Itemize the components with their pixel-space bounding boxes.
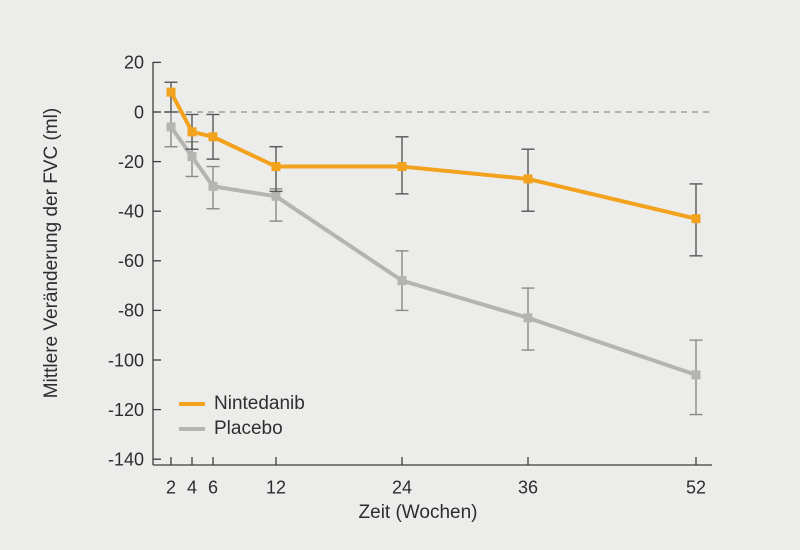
x-axis-title: Zeit (Wochen) <box>358 502 478 523</box>
legend-label-placebo: Placebo <box>214 418 283 439</box>
nintedanib-marker <box>166 87 176 97</box>
y-axis-title: Mittlere Veränderung der FVC (ml) <box>41 107 62 399</box>
placebo-marker <box>397 276 407 286</box>
y-tick-label: -140 <box>108 450 144 470</box>
nintedanib-line-swatch <box>179 401 205 406</box>
nintedanib-marker <box>271 162 281 172</box>
nintedanib-marker <box>691 214 701 224</box>
legend: Nintedanib Placebo <box>179 391 305 441</box>
x-tick-label: 52 <box>686 478 706 498</box>
placebo-marker <box>523 313 533 323</box>
placebo-line-swatch <box>179 426 205 431</box>
x-tick-label: 36 <box>518 478 538 498</box>
y-tick-label: -80 <box>118 301 144 321</box>
placebo-marker <box>187 152 197 162</box>
nintedanib-marker <box>187 127 197 137</box>
y-tick-label: -60 <box>118 251 144 271</box>
placebo-marker <box>691 370 701 380</box>
placebo-marker <box>271 191 281 201</box>
y-tick-label: -40 <box>118 202 144 222</box>
nintedanib-marker <box>523 174 533 184</box>
legend-item-placebo: Placebo <box>179 416 305 441</box>
nintedanib-marker <box>397 162 407 172</box>
x-tick-label: 24 <box>392 478 412 498</box>
nintedanib-line <box>169 90 698 221</box>
y-tick-label: 0 <box>134 102 144 122</box>
placebo-line <box>169 124 698 377</box>
x-tick-label: 12 <box>266 478 286 498</box>
legend-label-nintedanib: Nintedanib <box>214 393 305 414</box>
placebo-marker <box>208 181 218 191</box>
legend-item-nintedanib: Nintedanib <box>179 391 305 416</box>
nintedanib-marker <box>208 132 218 142</box>
y-tick-label: -20 <box>118 152 144 172</box>
y-tick-label: -100 <box>108 350 144 370</box>
x-tick-label: 6 <box>208 478 218 498</box>
x-tick-label: 2 <box>166 478 176 498</box>
y-tick-label: -120 <box>108 400 144 420</box>
x-tick-label: 4 <box>187 478 197 498</box>
placebo-marker <box>166 122 176 132</box>
y-tick-label: 20 <box>124 53 144 73</box>
